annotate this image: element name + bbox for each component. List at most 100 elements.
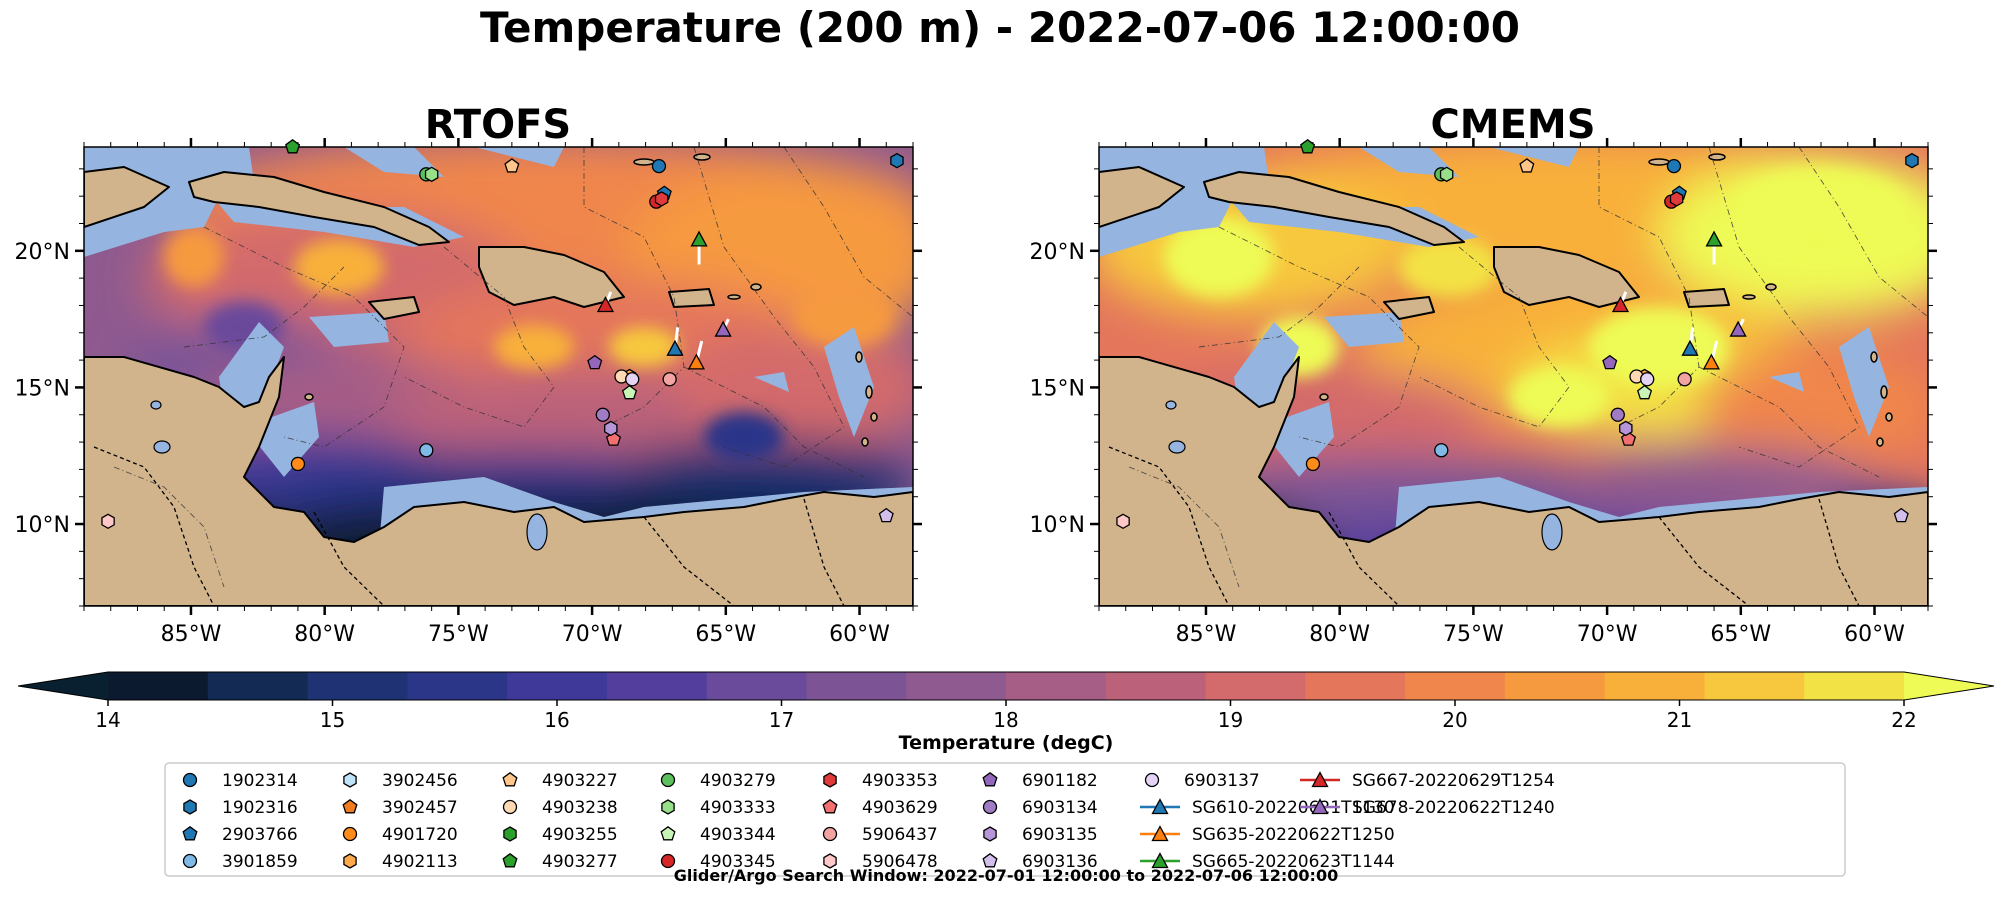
cmems-y-tick-label: 15°N [1030, 376, 1085, 401]
cmems-x-tick-label: 70°W [1577, 622, 1638, 647]
colorbar-bin [507, 672, 608, 700]
legend-item-6903134: 6903134 [982, 798, 1098, 818]
legend-item-3902456: 3902456 [343, 771, 458, 791]
colorbar-tick-label: 19 [1218, 708, 1243, 732]
legend-marker-swatch [183, 799, 197, 815]
legend-item-5906478: 5906478 [823, 852, 938, 872]
legend-marker-swatch [1144, 772, 1160, 788]
legend-item-4903279: 4903279 [660, 771, 776, 791]
legend-label: 4903279 [700, 771, 776, 791]
rtofs-x-tick-label: 80°W [294, 622, 355, 647]
legend-item-SG667-20220629T1254: SG667-20220629T1254 [1300, 771, 1555, 791]
legend-marker-swatch [502, 799, 518, 815]
legend-item-6903136: 6903136 [982, 852, 1098, 872]
colorbar-bin [806, 672, 907, 700]
legend-item-4903227: 4903227 [502, 771, 618, 791]
cmems-platform-6903134 [1610, 407, 1625, 422]
colorbar-bin [207, 672, 309, 700]
legend-label: 6903134 [1022, 798, 1098, 818]
legend-label: 3902457 [382, 798, 458, 818]
cmems-y-tick-label: 20°N [1030, 240, 1085, 265]
colorbar-tick-label: 16 [544, 708, 569, 732]
legend-label: SG610-20220621T1130 [1192, 798, 1395, 818]
cmems-x-tick-label: 75°W [1443, 622, 1504, 647]
legend-marker-swatch [661, 799, 675, 815]
rtofs-overlay: 85°W 80°W 75°W 70°W 65°W 60°W 10°N 15°N 20°N [15, 138, 922, 647]
figure-title: Temperature (200 m) - 2022-07-06 12:00:0… [480, 3, 1520, 52]
rtofs-platform-4903353 [654, 191, 669, 207]
legend-item-4903255: 4903255 [503, 825, 618, 845]
legend-label: SG667-20220629T1254 [1352, 771, 1555, 791]
legend-marker-swatch [660, 853, 676, 869]
legend-marker-swatch [182, 853, 198, 869]
legend-marker-swatch [822, 826, 838, 842]
cmems-platform-4903353 [1669, 191, 1684, 207]
cmems-platform-4903333 [1439, 166, 1454, 182]
legend-label: 4903345 [700, 852, 776, 872]
legend-item-4903353: 4903353 [823, 771, 938, 791]
cmems-title: CMEMS [1430, 102, 1595, 148]
cmems-map-frame [1098, 146, 1929, 607]
legend-label: SG635-20220622T1250 [1192, 825, 1395, 845]
rtofs-map-frame [83, 146, 914, 607]
colorbar-tick-label: 20 [1442, 708, 1467, 732]
cmems-x-tick-label: 85°W [1176, 622, 1237, 647]
legend-item-SG610-20220621T1130: SG610-20220621T1130 [1140, 798, 1395, 818]
colorbar-bin [108, 672, 209, 700]
cmems-platform-1902316 [1905, 153, 1919, 169]
colorbar: 14 15 16 17 18 19 20 21 22 Temperature (degC) [17, 671, 1995, 754]
legend-item-1902316: 1902316 [183, 798, 298, 818]
colorbar-over-extend [1904, 672, 1994, 700]
legend-item-SG635-20220622T1250: SG635-20220622T1250 [1140, 825, 1395, 845]
cmems-panel: CMEMS 85°W 80°W 75°W 70°W 65°W 60°W 10°N 15°N 20… [1030, 102, 1937, 647]
rtofs-platform-6903135 [604, 420, 618, 437]
cmems-x-tick-label: 80°W [1309, 622, 1370, 647]
cmems-overlay: 85°W 80°W 75°W 70°W 65°W 60°W 10°N 15°N 20°N [1030, 138, 1937, 647]
rtofs-platform-4903333 [424, 166, 439, 182]
rtofs-x-tick-label: 70°W [562, 622, 623, 647]
rtofs-x-tick-label: 65°W [695, 622, 756, 647]
legend-label: 3902456 [382, 771, 458, 791]
legend-item-3902457: 3902457 [342, 798, 458, 818]
rtofs-title: RTOFS [425, 102, 571, 148]
rtofs-x-tick-label: 60°W [829, 622, 890, 647]
legend-label: 2903766 [222, 825, 298, 845]
legend-marker-swatch [503, 826, 517, 842]
rtofs-platform-6903134 [595, 407, 610, 422]
legend-item-4903333: 4903333 [661, 798, 776, 818]
colorbar-bin [407, 672, 508, 700]
legend-label: 6903136 [1022, 852, 1098, 872]
colorbar-bin [1804, 672, 1905, 700]
legend-label: 4903344 [700, 825, 776, 845]
colorbar-tick-label: 15 [320, 708, 345, 732]
legend-item-4903238: 4903238 [502, 798, 618, 818]
legend-item-1902314: 1902314 [182, 771, 298, 791]
cmems-platform-4901720 [1305, 456, 1321, 472]
rtofs-platform-5906478 [101, 513, 115, 529]
rtofs-platform-1902314 [651, 158, 667, 174]
legend-marker-swatch [182, 772, 198, 788]
colorbar-ticks: 14 15 16 17 18 19 20 21 22 [95, 700, 1917, 732]
legend-label: 4901720 [382, 825, 458, 845]
rtofs-platform-4901720 [290, 456, 306, 472]
colorbar-bin [1704, 672, 1805, 700]
colorbar-bin [1504, 672, 1606, 700]
legend-item-4903629: 4903629 [822, 798, 938, 818]
legend-item-6901182: 6901182 [982, 771, 1098, 791]
rtofs-platform-1902316 [890, 153, 904, 169]
colorbar-tick-label: 14 [95, 708, 120, 732]
cmems-platform-1902314 [1666, 158, 1682, 174]
colorbar-tick-label: 17 [769, 708, 794, 732]
colorbar-bin [1305, 672, 1406, 700]
legend-item-6903137: 6903137 [1144, 771, 1260, 791]
legend-label: 4903353 [862, 771, 938, 791]
rtofs-y-tick-label: 15°N [15, 376, 70, 401]
legend-marker-swatch [983, 826, 997, 842]
legend-item-6903135: 6903135 [983, 825, 1098, 845]
rtofs-platform-5906437 [662, 372, 677, 387]
rtofs-platform-4903277 [285, 139, 301, 154]
colorbar-bin [1105, 672, 1207, 700]
rtofs-x-tick-label: 85°W [161, 622, 222, 647]
colorbar-bin [1405, 672, 1506, 700]
